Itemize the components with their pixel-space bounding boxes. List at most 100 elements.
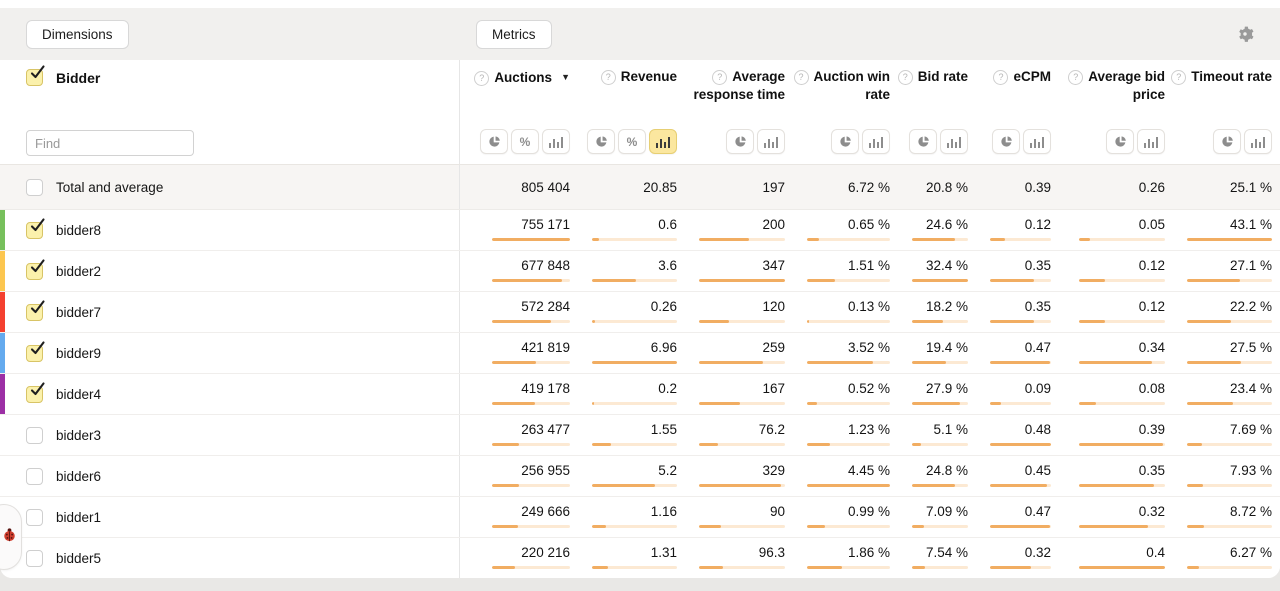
series-color-strip	[0, 374, 5, 414]
table-row-bidder9: bidder9 421 819 6.96 259 3.52 % 19.4 % 0.47 0.3…	[0, 333, 1280, 374]
metric-value: 0.48	[1024, 422, 1051, 437]
question-circle-icon[interactable]: ?	[600, 69, 616, 85]
debug-feedback-tab[interactable]	[0, 504, 22, 570]
metric-value: 1.55	[650, 422, 677, 437]
row-label-cell[interactable]: bidder6	[0, 456, 460, 496]
question-circle-icon[interactable]: ?	[1171, 69, 1187, 85]
dimensions-button[interactable]: Dimensions	[26, 19, 129, 49]
metric-cell: 0.65 %	[785, 210, 890, 250]
question-circle-icon[interactable]: ?	[993, 69, 1009, 85]
pie-chart-toggle-average-bid-price[interactable]	[1106, 129, 1134, 154]
row-label-cell[interactable]: bidder2	[0, 251, 460, 291]
metric-cell: 200	[677, 210, 785, 250]
bars-chart-toggle-average-bid-price[interactable]	[1137, 129, 1165, 154]
metric-value: 1.23 %	[847, 422, 890, 437]
mini-bar	[492, 402, 570, 405]
column-header-average-bid-price[interactable]: ? Average bid price	[1051, 60, 1165, 164]
row-checkbox-bidder9[interactable]	[26, 340, 45, 362]
metric-value: 677 848	[521, 258, 570, 273]
row-checkbox-bidder8[interactable]	[26, 217, 45, 239]
metric-value: 0.09	[1024, 381, 1051, 396]
mini-bar	[699, 402, 785, 405]
bars-chart-toggle-auctions[interactable]	[542, 129, 570, 154]
bars-chart-toggle-ecpm[interactable]	[1023, 129, 1051, 154]
row-checkbox-bidder4[interactable]	[26, 381, 45, 403]
total-row-label-cell[interactable]: Total and average	[0, 165, 460, 209]
row-label-cell[interactable]: bidder5	[0, 538, 460, 578]
row-label: bidder9	[56, 345, 102, 361]
pie-chart-toggle-revenue[interactable]	[587, 129, 615, 154]
column-header-auction-win-rate[interactable]: ? Auction win rate	[785, 60, 890, 164]
row-label: bidder2	[56, 263, 102, 279]
question-circle-icon[interactable]: ?	[897, 69, 913, 85]
row-checkbox-bidder3[interactable]	[26, 426, 43, 444]
metric-cell: 120	[677, 292, 785, 332]
row-label-cell[interactable]: bidder7	[0, 292, 460, 332]
bars-chart-toggle-revenue[interactable]	[649, 129, 677, 154]
mini-bar	[492, 320, 570, 323]
question-circle-icon[interactable]: ?	[793, 69, 809, 85]
chart-toggle-group	[831, 129, 890, 154]
bars-chart-toggle-bid-rate[interactable]	[940, 129, 968, 154]
total-row-checkbox[interactable]	[26, 178, 43, 196]
row-label-cell[interactable]: bidder8	[0, 210, 460, 250]
row-label-cell[interactable]: bidder9	[0, 333, 460, 373]
metric-value: 1.86 %	[847, 545, 890, 560]
find-input[interactable]	[26, 130, 194, 156]
row-cells: 220 216 1.31 96.3 1.86 % 7.54 % 0.32 0.4 6.27 %	[460, 538, 1280, 578]
percent-chart-toggle-revenue[interactable]: %	[618, 129, 646, 154]
table-header: Bidder ?Auctions▼%?Revenue%?Average resp…	[0, 60, 1280, 165]
metric-cell: 7.69 %	[1165, 415, 1272, 455]
row-checkbox-bidder5[interactable]	[26, 549, 43, 567]
series-color-strip	[0, 210, 5, 250]
column-header-timeout-rate[interactable]: ? Timeout rate	[1165, 60, 1272, 164]
bars-chart-toggle-average-response-time[interactable]	[757, 129, 785, 154]
row-checkbox-bidder6[interactable]	[26, 467, 43, 485]
metric-cell: 0.26	[570, 292, 677, 332]
question-circle-icon[interactable]: ?	[474, 70, 490, 86]
column-header-revenue[interactable]: ? Revenue%	[570, 60, 677, 164]
metric-cell: 259	[677, 333, 785, 373]
metric-cell: 1.23 %	[785, 415, 890, 455]
metric-cell: 5.1 %	[890, 415, 968, 455]
mini-bar	[990, 238, 1051, 241]
metric-value: 329	[762, 463, 785, 478]
bars-chart-toggle-timeout-rate[interactable]	[1244, 129, 1272, 154]
row-checkbox-bidder1[interactable]	[26, 508, 43, 526]
bidder-dimension-checkbox[interactable]	[26, 65, 45, 86]
pie-chart-toggle-ecpm[interactable]	[992, 129, 1020, 154]
column-header-average-response-time[interactable]: ? Average response time	[677, 60, 785, 164]
column-header-bid-rate[interactable]: ? Bid rate	[890, 60, 968, 164]
percent-chart-toggle-auctions[interactable]: %	[511, 129, 539, 154]
pie-chart-toggle-auctions[interactable]	[480, 129, 508, 154]
mini-bar	[1187, 238, 1272, 241]
pie-chart-toggle-bid-rate[interactable]	[909, 129, 937, 154]
metric-cell: 23.4 %	[1165, 374, 1272, 414]
metric-value: 0.12	[1024, 217, 1051, 232]
mini-bar	[1187, 443, 1272, 446]
table-row-bidder3: bidder3 263 477 1.55 76.2 1.23 % 5.1 % 0.48 0.3…	[0, 415, 1280, 456]
metric-cell: 7.54 %	[890, 538, 968, 578]
pie-chart-toggle-average-response-time[interactable]	[726, 129, 754, 154]
pie-chart-toggle-auction-win-rate[interactable]	[831, 129, 859, 154]
metric-value: 27.1 %	[1229, 258, 1272, 273]
mini-bar	[990, 361, 1051, 364]
metric-value: 0.26	[650, 299, 677, 314]
row-checkbox-bidder7[interactable]	[26, 299, 45, 321]
row-checkbox-bidder2[interactable]	[26, 258, 45, 280]
pie-chart-toggle-timeout-rate[interactable]	[1213, 129, 1241, 154]
bars-chart-toggle-auction-win-rate[interactable]	[862, 129, 890, 154]
question-circle-icon[interactable]: ?	[1068, 69, 1084, 85]
column-header-ecpm[interactable]: ? eCPM	[968, 60, 1051, 164]
row-label-cell[interactable]: bidder4	[0, 374, 460, 414]
row-label: bidder6	[56, 468, 102, 484]
settings-gear-icon[interactable]	[1236, 25, 1254, 43]
metrics-button[interactable]: Metrics	[476, 19, 552, 49]
metric-value: 22.2 %	[1229, 299, 1272, 314]
row-label-cell[interactable]: bidder3	[0, 415, 460, 455]
metric-value: 7.93 %	[1229, 463, 1272, 478]
metric-cell: 421 819	[470, 333, 570, 373]
row-label-cell[interactable]: bidder1	[0, 497, 460, 537]
question-circle-icon[interactable]: ?	[712, 69, 728, 85]
column-header-auctions[interactable]: ? Auctions ▼%	[470, 60, 570, 164]
